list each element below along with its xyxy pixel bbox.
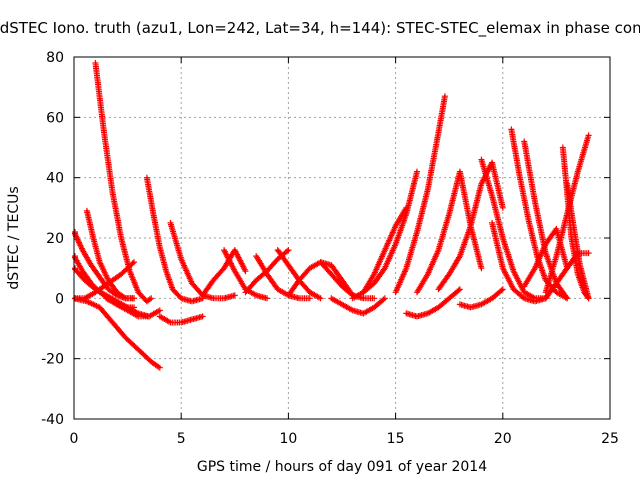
track-markers (403, 286, 463, 320)
track-markers (478, 156, 549, 302)
track-markers (489, 219, 549, 305)
track-1 (92, 60, 155, 305)
y-tick-label: 0 (55, 291, 64, 307)
track-markers (360, 204, 410, 296)
track-markers (143, 174, 206, 305)
x-tick-label: 25 (601, 431, 619, 447)
y-axis-label: dSTEC / TECUs (6, 186, 22, 289)
track-markers (392, 93, 448, 296)
x-tick-label: 5 (177, 431, 186, 447)
y-axis-ticks: -40 -20 0 20 40 60 80 (41, 50, 610, 428)
track-28 (489, 219, 549, 305)
track-markers (156, 313, 206, 326)
track-33 (564, 180, 592, 302)
track-markers (521, 225, 571, 290)
track-markers (72, 259, 137, 302)
track-27 (478, 156, 549, 302)
track-23 (403, 286, 463, 320)
track-21 (360, 204, 410, 296)
y-tick-label: 80 (46, 50, 64, 66)
track-10 (156, 313, 206, 326)
track-5 (83, 207, 137, 302)
track-9 (143, 174, 206, 305)
y-tick-label: 20 (46, 231, 64, 247)
track-19 (328, 295, 388, 317)
track-26 (456, 286, 506, 311)
x-tick-label: 20 (494, 431, 512, 447)
chart-title: dSTEC Iono. truth (azu1, Lon=242, Lat=34… (0, 19, 640, 38)
track-markers (456, 286, 506, 311)
track-markers (435, 159, 506, 293)
track-markers (83, 207, 137, 302)
track-35 (521, 225, 571, 290)
track-markers (103, 295, 163, 320)
track-8 (103, 295, 163, 320)
x-axis-ticks: 0 5 10 15 20 25 (70, 57, 619, 447)
y-tick-label: 60 (46, 110, 64, 126)
x-tick-label: 15 (387, 431, 405, 447)
track-7 (72, 259, 137, 302)
plot-frame (73, 56, 611, 420)
track-22 (392, 93, 448, 296)
y-tick-label: -40 (41, 412, 64, 428)
x-axis-label: GPS time / hours of day 091 of year 2014 (197, 459, 487, 475)
x-tick-label: 10 (279, 431, 297, 447)
y-tick-label: -20 (41, 352, 64, 368)
track-markers (92, 60, 155, 305)
y-tick-label: 40 (46, 171, 64, 187)
track-25 (435, 159, 506, 293)
track-markers (285, 259, 356, 299)
x-tick-label: 0 (70, 431, 79, 447)
track-markers (328, 295, 388, 317)
track-markers (564, 180, 592, 302)
data-tracks (72, 60, 592, 371)
track-17 (285, 259, 356, 299)
